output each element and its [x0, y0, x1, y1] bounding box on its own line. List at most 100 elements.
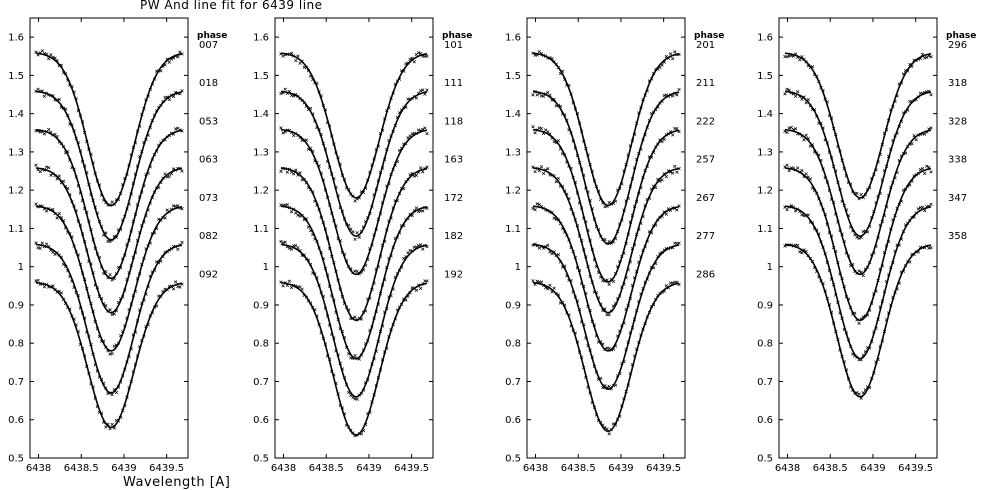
data-point: [656, 254, 660, 259]
data-point: [131, 145, 135, 149]
data-point: [40, 204, 44, 208]
data-point: [872, 330, 876, 334]
y-tick-label: 1.4: [8, 109, 24, 120]
data-point: [376, 375, 380, 380]
phase-header: phase: [946, 31, 976, 41]
data-point: [829, 116, 834, 120]
data-point: [641, 286, 645, 291]
data-point: [80, 347, 85, 351]
data-point: [563, 153, 567, 157]
data-point: [399, 302, 404, 306]
data-point: [68, 158, 72, 162]
data-point: [91, 198, 95, 202]
data-point: [383, 194, 387, 198]
data-point: [78, 114, 83, 118]
data-point: [815, 191, 819, 195]
data-point: [102, 198, 106, 202]
y-tick-label: 1.3: [253, 147, 269, 158]
data-point: [148, 126, 152, 130]
data-point: [906, 69, 910, 73]
data-point: [599, 234, 603, 239]
data-point: [118, 415, 123, 420]
data-point: [588, 162, 592, 167]
data-point: [806, 98, 810, 102]
data-point: [798, 94, 802, 98]
data-point: [412, 95, 416, 99]
data-point: [402, 297, 406, 301]
data-point: [61, 297, 66, 301]
data-point: [95, 327, 100, 331]
data-point: [372, 157, 376, 161]
data-point: [47, 244, 51, 249]
data-point: [336, 353, 340, 357]
data-point: [287, 246, 292, 250]
data-point: [573, 146, 577, 150]
data-point: [140, 338, 144, 342]
data-point: [637, 227, 641, 232]
data-point: [848, 225, 853, 229]
data-point: [370, 400, 374, 404]
data-point: [827, 303, 832, 307]
data-point: [308, 74, 313, 78]
data-point: [391, 91, 395, 95]
data-point: [878, 223, 882, 227]
data-point: [783, 129, 787, 133]
data-point: [319, 250, 323, 255]
data-point: [789, 91, 793, 95]
data-point: [586, 264, 590, 269]
data-point: [404, 142, 408, 146]
data-point: [287, 89, 292, 94]
data-point: [895, 206, 899, 210]
data-point: [671, 171, 675, 175]
data-point: [389, 327, 393, 332]
data-point: [793, 127, 798, 131]
x-tick-label: 6439.5: [394, 463, 429, 474]
data-point: [78, 262, 83, 266]
data-point: [144, 137, 148, 142]
data-point: [630, 283, 635, 288]
data-point: [535, 53, 539, 57]
data-point: [391, 287, 395, 291]
data-point: [577, 234, 582, 238]
data-point: [68, 83, 72, 87]
data-point: [887, 194, 891, 198]
data-point: [565, 233, 569, 238]
data-point: [340, 295, 345, 299]
data-point: [289, 130, 294, 135]
data-point: [159, 218, 163, 223]
data-point: [565, 118, 569, 122]
data-point: [361, 225, 366, 229]
data-point: [306, 69, 311, 73]
data-point: [72, 90, 76, 94]
data-point: [575, 340, 580, 344]
data-point: [416, 283, 421, 287]
data-point: [121, 374, 125, 378]
y-tick-label: 1.5: [757, 71, 773, 82]
data-point: [159, 103, 163, 108]
data-point: [325, 354, 330, 358]
data-point: [146, 208, 150, 212]
data-point: [296, 54, 300, 58]
data-point: [916, 207, 920, 211]
data-point: [323, 188, 328, 192]
data-point: [108, 426, 112, 431]
data-point: [180, 129, 184, 133]
y-tick-label: 1.4: [505, 109, 521, 120]
data-point: [370, 163, 374, 167]
data-point: [912, 174, 916, 178]
y-tick-label: 1.6: [505, 33, 521, 44]
data-point: [882, 131, 887, 135]
data-point: [848, 305, 853, 310]
data-point: [325, 236, 330, 240]
data-point: [544, 285, 548, 290]
data-point: [302, 177, 306, 181]
data-point: [637, 191, 641, 196]
data-point: [123, 367, 127, 371]
data-point: [880, 142, 884, 147]
data-point: [355, 433, 359, 437]
phase-header: phase: [442, 31, 472, 41]
data-point: [584, 336, 588, 340]
data-point: [535, 93, 539, 97]
data-point: [108, 273, 112, 277]
